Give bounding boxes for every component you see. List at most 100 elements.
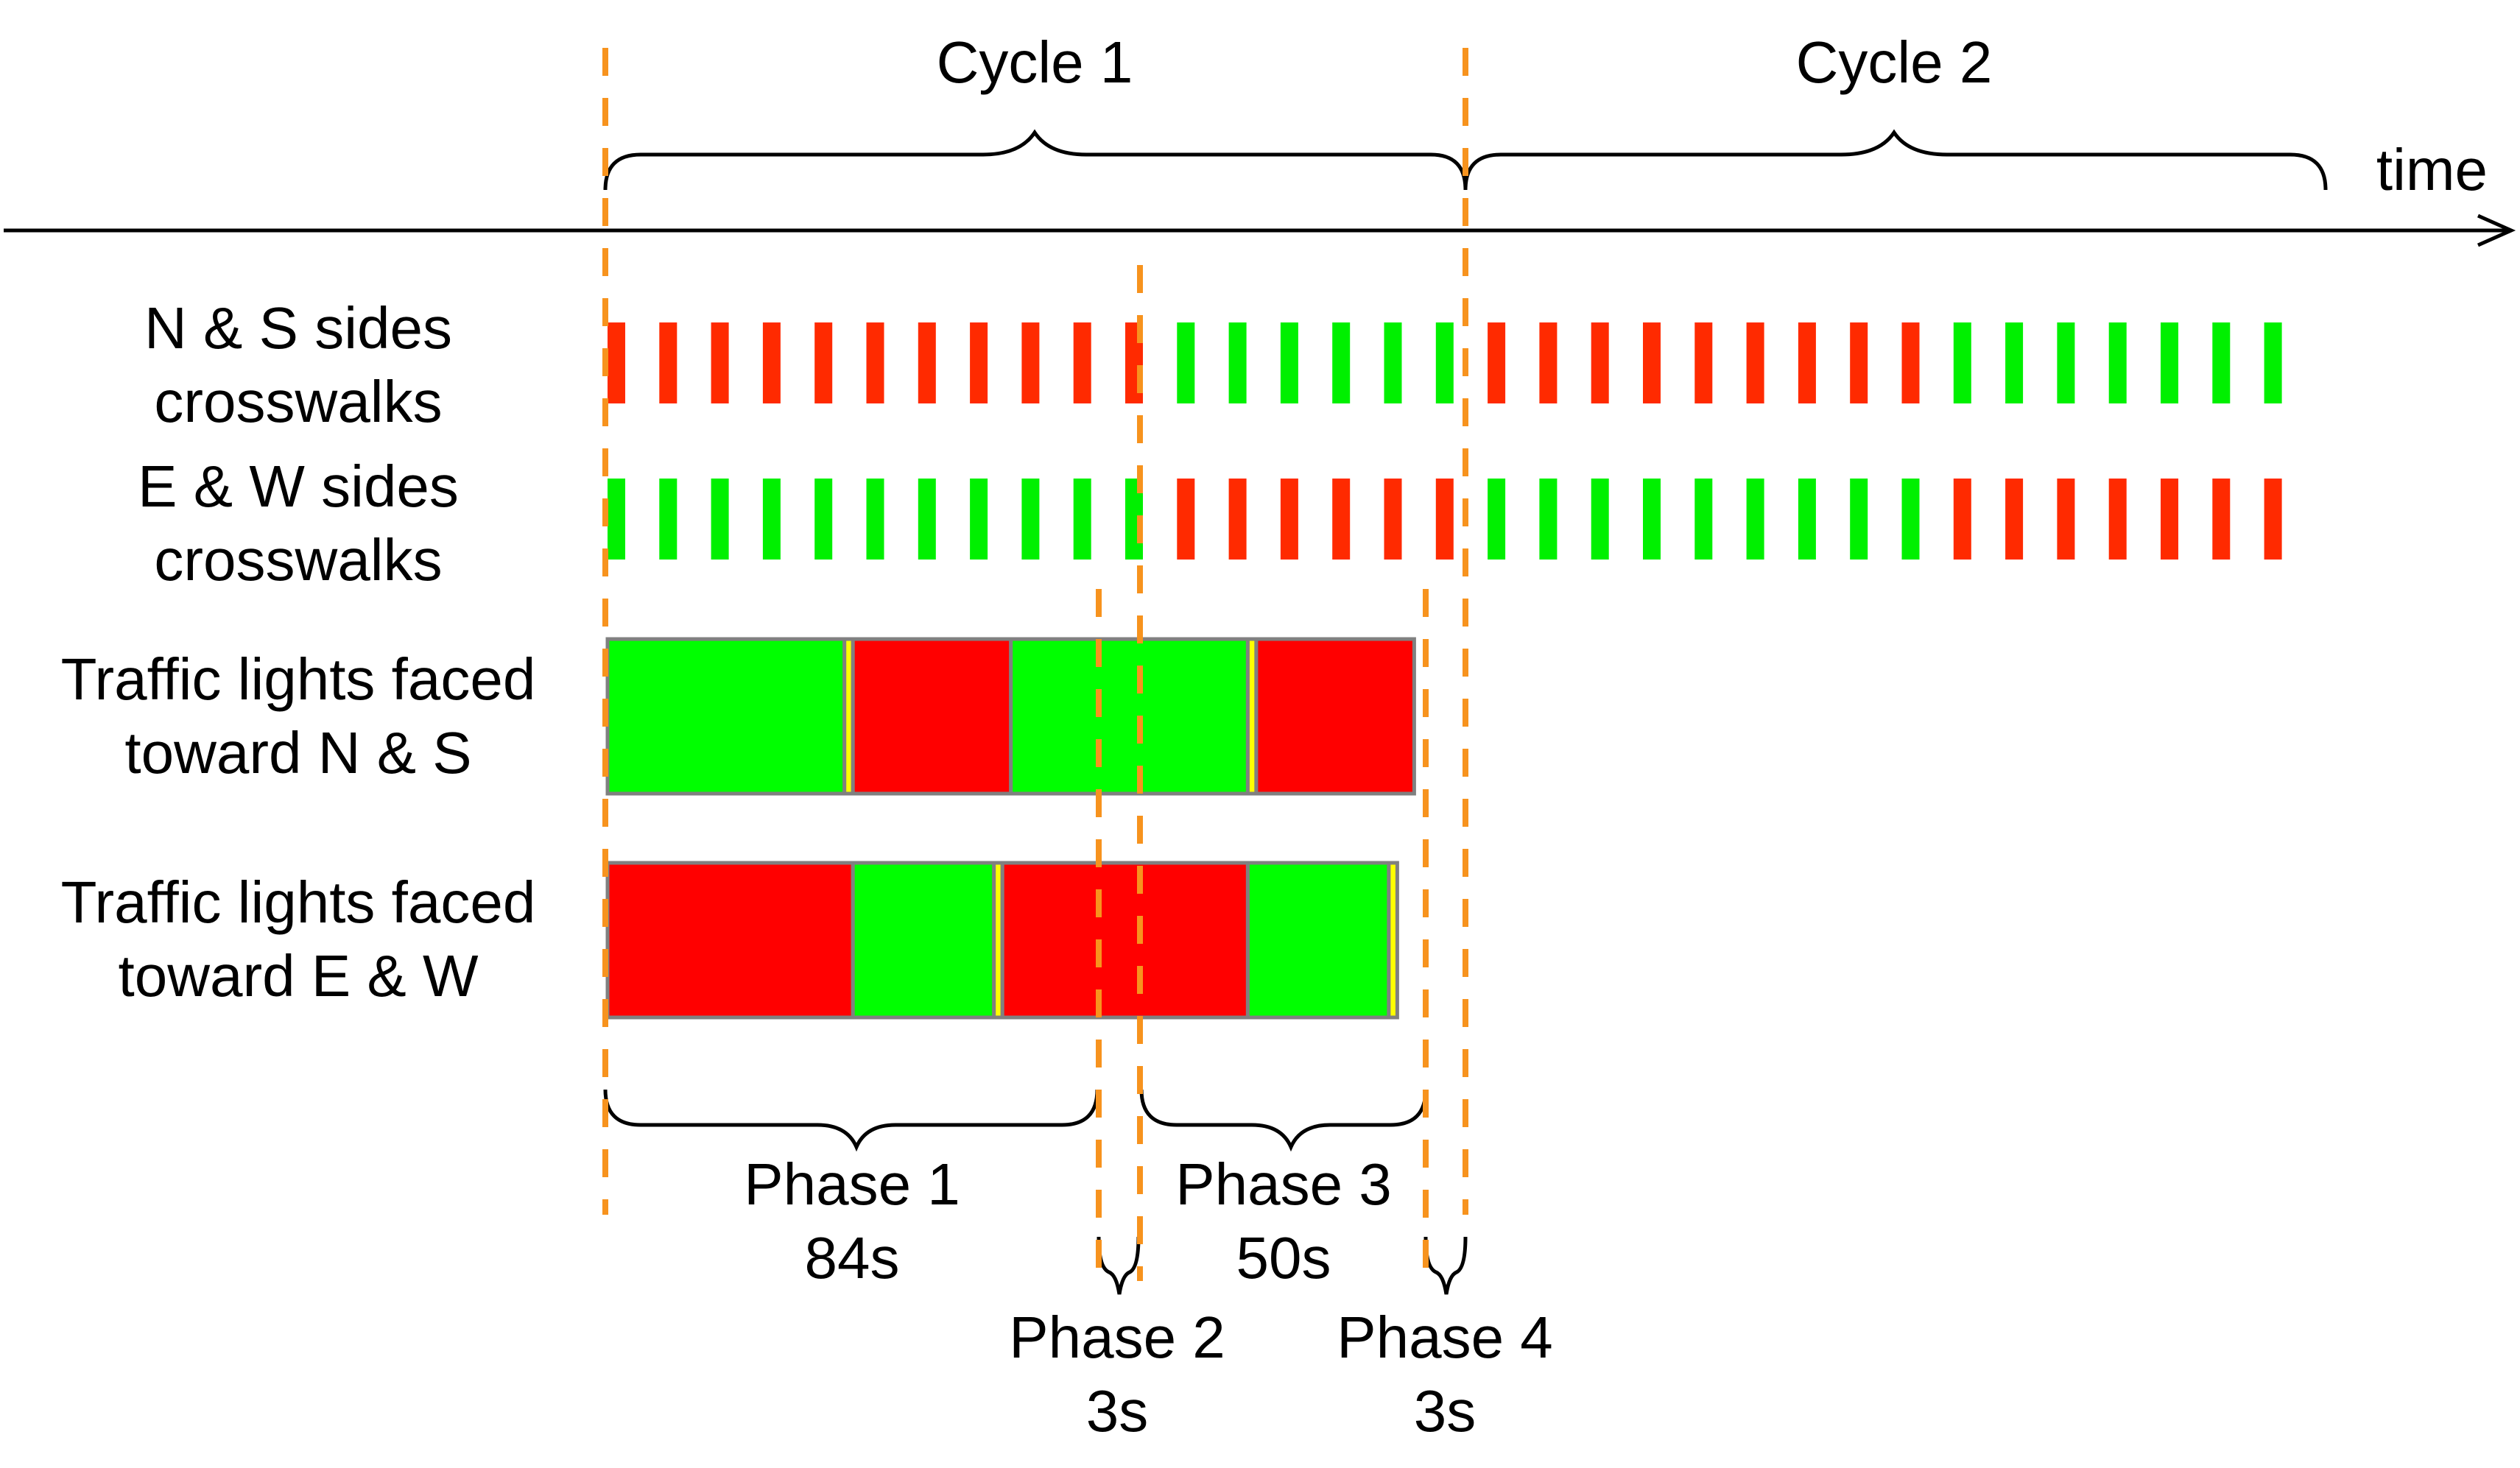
phase-2-brace <box>1097 1236 1141 1295</box>
crosswalk-dash-green <box>2005 322 2024 403</box>
crosswalk-dash-green <box>711 479 729 560</box>
phase-4-brace <box>1423 1236 1468 1295</box>
signal-bar-ew <box>605 861 1399 1020</box>
signal-bar-ns <box>605 637 1416 796</box>
signal-segment-green <box>605 637 847 796</box>
crosswalk-dash-green <box>1435 322 1454 403</box>
cycle-2-brace <box>1463 129 2328 191</box>
crosswalk-dash-red <box>711 322 729 403</box>
signal-segment-red <box>1000 861 1250 1020</box>
crosswalk-dash-green <box>1539 479 1558 560</box>
cycle-1-label: Cycle 1 <box>937 29 1133 95</box>
crosswalk-dash-red <box>970 322 988 403</box>
crosswalk-dash-red <box>2212 479 2231 560</box>
crosswalk-dash-green <box>1694 479 1713 560</box>
row-label-ns-lights-line2: toward N & S <box>124 720 471 786</box>
row-label-ew-crosswalks-line1: E & W sides <box>138 454 459 519</box>
cycle-1-brace <box>603 129 1468 191</box>
crosswalk-dash-red <box>2057 479 2075 560</box>
crosswalk-dash-red <box>1177 479 1195 560</box>
signal-segment-red <box>851 637 1013 796</box>
crosswalk-dash-green <box>1228 322 1247 403</box>
crosswalk-dash-red <box>1953 479 1971 560</box>
crosswalk-dash-red <box>1694 322 1713 403</box>
crosswalk-dash-green <box>1021 479 1040 560</box>
crosswalk-dash-red <box>1228 479 1247 560</box>
crosswalk-dash-green <box>1073 479 1091 560</box>
signal-segment-red <box>605 861 855 1020</box>
row-label-ew-crosswalks-line2: crosswalks <box>154 527 442 593</box>
crosswalk-dash-red <box>814 322 833 403</box>
crosswalk-dash-red <box>1435 479 1454 560</box>
crosswalk-dash-green <box>608 479 625 560</box>
crosswalk-dash-red <box>866 322 884 403</box>
crosswalk-dash-green <box>1177 322 1195 403</box>
phase-1-name: Phase 1 <box>744 1151 960 1217</box>
row-label-ew-lights-line1: Traffic lights faced <box>61 869 536 935</box>
phase-2-name: Phase 2 <box>1009 1305 1225 1370</box>
phase-4-duration: 3s <box>1414 1378 1477 1444</box>
row-label-ns-crosswalks-line1: N & S sides <box>144 295 452 361</box>
crosswalk-dash-green <box>814 479 833 560</box>
crosswalk-dash-green <box>1488 479 1506 560</box>
crosswalk-dash-green <box>1798 479 1816 560</box>
row-label-ns-crosswalks-line2: crosswalks <box>154 369 442 434</box>
time-axis-arrowhead <box>2477 214 2516 247</box>
phase-1-duration: 84s <box>805 1225 900 1291</box>
crosswalk-dash-green <box>970 479 988 560</box>
crosswalk-dash-green <box>918 479 936 560</box>
crosswalk-dash-red <box>1901 322 1920 403</box>
cycle-2-label: Cycle 2 <box>1796 29 1993 95</box>
crosswalk-dash-green <box>1901 479 1920 560</box>
signal-segment-green <box>1009 637 1250 796</box>
signal-segment-yellow <box>1387 861 1399 1020</box>
crosswalk-row-ew <box>608 479 2282 560</box>
crosswalk-dash-red <box>1746 322 1764 403</box>
crosswalk-dash-red <box>1073 322 1091 403</box>
crosswalk-dash-green <box>1591 479 1609 560</box>
crosswalk-dash-red <box>1384 479 1402 560</box>
crosswalk-dash-red <box>2161 479 2178 560</box>
crosswalk-dash-green <box>1384 322 1402 403</box>
row-label-ns-lights-line1: Traffic lights faced <box>61 646 536 712</box>
crosswalk-dash-red <box>2108 479 2127 560</box>
crosswalk-dash-green <box>2057 322 2075 403</box>
crosswalk-dash-green <box>762 479 781 560</box>
crosswalk-dash-green <box>2212 322 2231 403</box>
phase-dividers <box>602 48 1468 1281</box>
crosswalk-dash-red <box>608 322 625 403</box>
crosswalk-dash-red <box>659 322 677 403</box>
signal-segment-green <box>851 861 996 1020</box>
crosswalk-dash-red <box>762 322 781 403</box>
phase-3-brace <box>1139 1089 1428 1152</box>
row-label-ew-lights-line2: toward E & W <box>118 943 479 1009</box>
crosswalk-dash-green <box>1280 322 1298 403</box>
signal-segment-green <box>1245 861 1391 1020</box>
crosswalk-dash-green <box>2108 322 2127 403</box>
crosswalk-dash-red <box>2264 479 2282 560</box>
crosswalk-row-ns <box>608 322 2282 403</box>
crosswalk-dash-red <box>1850 322 1868 403</box>
crosswalk-dash-red <box>1539 322 1558 403</box>
crosswalk-dash-green <box>2264 322 2282 403</box>
crosswalk-dash-red <box>2005 479 2024 560</box>
crosswalk-dash-green <box>1746 479 1764 560</box>
crosswalk-dash-green <box>659 479 677 560</box>
crosswalk-dash-green <box>1332 322 1351 403</box>
crosswalk-dash-red <box>918 322 936 403</box>
crosswalk-dash-red <box>1021 322 1040 403</box>
phase-1-brace <box>603 1089 1099 1152</box>
crosswalk-dash-red <box>1280 479 1298 560</box>
signal-segment-red <box>1254 637 1416 796</box>
crosswalk-dash-green <box>866 479 884 560</box>
crosswalk-dash-green <box>1953 322 1971 403</box>
phase-3-duration: 50s <box>1236 1225 1331 1291</box>
crosswalk-dash-red <box>1798 322 1816 403</box>
crosswalk-dash-red <box>1591 322 1609 403</box>
phase-2-duration: 3s <box>1086 1378 1149 1444</box>
phase-3-name: Phase 3 <box>1175 1151 1392 1217</box>
crosswalk-dash-green <box>1643 479 1661 560</box>
crosswalk-dash-green <box>1850 479 1868 560</box>
crosswalk-dash-red <box>1643 322 1661 403</box>
